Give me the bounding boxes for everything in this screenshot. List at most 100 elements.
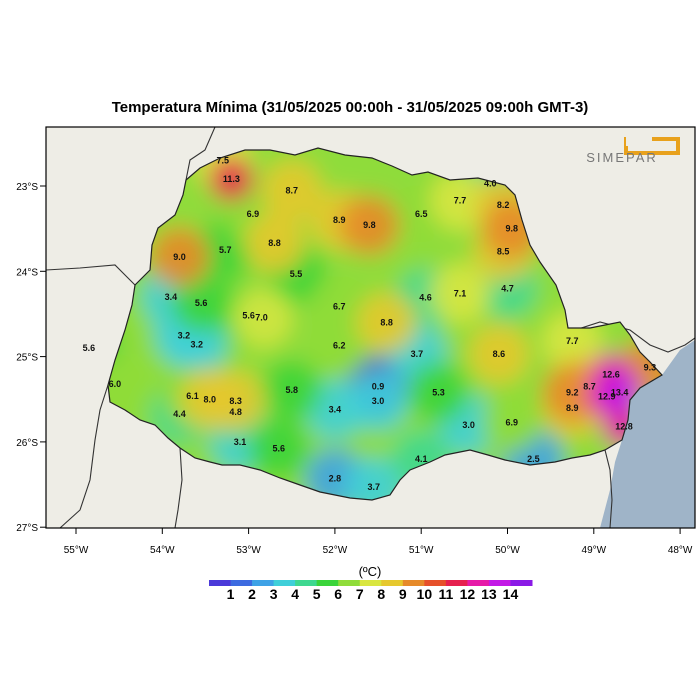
station-value-label: 6.9 bbox=[506, 417, 519, 427]
field-blob bbox=[205, 370, 266, 431]
station-value-label: 3.2 bbox=[191, 340, 204, 350]
station-value-label: 5.8 bbox=[285, 385, 298, 395]
field-blob bbox=[171, 272, 232, 333]
station-value-label: 5.7 bbox=[219, 245, 232, 255]
station-value-label: 8.3 bbox=[229, 396, 242, 406]
station-value-label: 6.9 bbox=[247, 209, 260, 219]
map-title: Temperatura Mínima (31/05/2025 00:00h - … bbox=[111, 99, 589, 116]
field-blob bbox=[261, 359, 322, 420]
station-value-label: 7.0 bbox=[255, 312, 268, 322]
field-blob bbox=[339, 195, 400, 256]
field-blob bbox=[481, 392, 542, 453]
field-blob bbox=[309, 276, 370, 337]
station-value-label: 5.3 bbox=[432, 387, 445, 397]
colorbar-segment bbox=[467, 580, 490, 586]
station-value-label: 2.5 bbox=[527, 454, 540, 464]
station-value-label: 6.1 bbox=[186, 391, 199, 401]
station-value-label: 6.7 bbox=[333, 301, 346, 311]
station-labels: 7.5 11.3 8.7 6.9 8.9 9.8 6.5 7.7 4.0 8.2 9.8 8.5 8.8… bbox=[83, 155, 656, 492]
station-value-label: 9.8 bbox=[363, 220, 376, 230]
colorbar-label: 14 bbox=[502, 586, 519, 602]
field-blob bbox=[408, 362, 469, 423]
axis-ticks: 23°S 24°S 25°S 26°S 27°S 55°W 54°W 53°W 52°W 51°W… bbox=[16, 182, 693, 556]
station-value-label: 8.2 bbox=[497, 200, 510, 210]
colorbar bbox=[209, 580, 533, 586]
lat-tick-label: 25°S bbox=[16, 353, 38, 364]
colorbar-segment bbox=[273, 580, 296, 586]
station-value-label: 4.7 bbox=[501, 283, 514, 293]
lat-tick-label: 26°S bbox=[16, 438, 38, 449]
colorbar-label: 9 bbox=[398, 586, 407, 602]
station-value-label: 7.7 bbox=[454, 196, 467, 206]
field-blob bbox=[244, 213, 305, 274]
colorbar-segment bbox=[488, 580, 511, 586]
colorbar-segment bbox=[252, 580, 275, 586]
colorbar-segment bbox=[209, 580, 232, 586]
station-value-label: 4.0 bbox=[484, 178, 497, 188]
station-value-label: 3.0 bbox=[462, 420, 475, 430]
border-line bbox=[59, 384, 109, 528]
field-blob bbox=[356, 292, 417, 353]
colorbar-unit: (ºC) bbox=[358, 564, 382, 579]
border-line bbox=[46, 264, 136, 286]
logo-text: SIMEPAR bbox=[586, 150, 658, 165]
station-value-label: 3.7 bbox=[411, 349, 424, 359]
colorbar-segment bbox=[424, 580, 447, 586]
station-value-label: 8.9 bbox=[566, 403, 579, 413]
station-value-label: 3.4 bbox=[329, 404, 342, 414]
station-value-label: 5.6 bbox=[242, 311, 255, 321]
colorbar-label: 6 bbox=[334, 586, 343, 602]
station-value-label: 6.5 bbox=[415, 209, 428, 219]
station-value-label: 12.8 bbox=[615, 422, 633, 432]
ocean-area bbox=[600, 340, 695, 528]
station-value-label: 12.9 bbox=[598, 392, 616, 402]
colorbar-label: 2 bbox=[248, 586, 256, 602]
colorbar-label: 10 bbox=[416, 586, 433, 602]
colorbar-label: 5 bbox=[312, 586, 321, 602]
colorbar-segment bbox=[295, 580, 318, 586]
station-value-label: 3.2 bbox=[178, 330, 191, 340]
field-blob bbox=[430, 263, 491, 324]
colorbar-segment bbox=[230, 580, 253, 586]
colorbar-label: 7 bbox=[355, 586, 364, 602]
station-value-label: 13.4 bbox=[611, 387, 629, 397]
field-blob bbox=[468, 324, 529, 385]
station-value-label: 8.7 bbox=[583, 381, 596, 391]
map-frame bbox=[45, 126, 696, 529]
field-blob bbox=[542, 362, 603, 423]
colorbar-label: 3 bbox=[269, 586, 278, 602]
field-blob bbox=[343, 457, 404, 500]
lon-tick-label: 55°W bbox=[64, 545, 89, 556]
station-value-label: 8.6 bbox=[493, 349, 506, 359]
colorbar-label: 13 bbox=[481, 586, 497, 602]
colorbar-segment bbox=[338, 580, 361, 586]
station-value-label: 9.3 bbox=[644, 363, 657, 373]
station-value-label: 4.8 bbox=[229, 407, 242, 417]
lon-tick-label: 51°W bbox=[409, 545, 434, 556]
station-value-label: 4.6 bbox=[419, 293, 432, 303]
station-value-label: 7.7 bbox=[566, 336, 579, 346]
lon-tick-label: 53°W bbox=[236, 545, 261, 556]
lon-tick-label: 52°W bbox=[323, 545, 348, 556]
station-value-label: 8.5 bbox=[497, 247, 510, 257]
colorbar-label: 1 bbox=[226, 586, 235, 602]
colorbar-segment bbox=[445, 580, 468, 586]
temperature-field bbox=[108, 148, 662, 500]
lon-tick-label: 49°W bbox=[582, 545, 607, 556]
station-value-label: 3.4 bbox=[165, 292, 178, 302]
station-value-label: 8.9 bbox=[333, 215, 346, 225]
station-value-label: 7.5 bbox=[216, 155, 229, 165]
station-value-label: 6.0 bbox=[109, 379, 122, 389]
field-blob bbox=[231, 287, 292, 348]
station-value-label: 8.7 bbox=[285, 185, 298, 195]
station-value-label: 3.1 bbox=[234, 437, 247, 447]
station-value-label: 3.7 bbox=[367, 482, 380, 492]
lon-tick-label: 48°W bbox=[668, 545, 693, 556]
field-blob bbox=[261, 160, 322, 221]
simepar-logo: SIMEPAR bbox=[586, 133, 680, 165]
border-line bbox=[185, 127, 216, 181]
station-value-label: 4.4 bbox=[173, 409, 186, 419]
station-value-label: 5.6 bbox=[273, 444, 286, 454]
lon-tick-label: 50°W bbox=[495, 545, 520, 556]
